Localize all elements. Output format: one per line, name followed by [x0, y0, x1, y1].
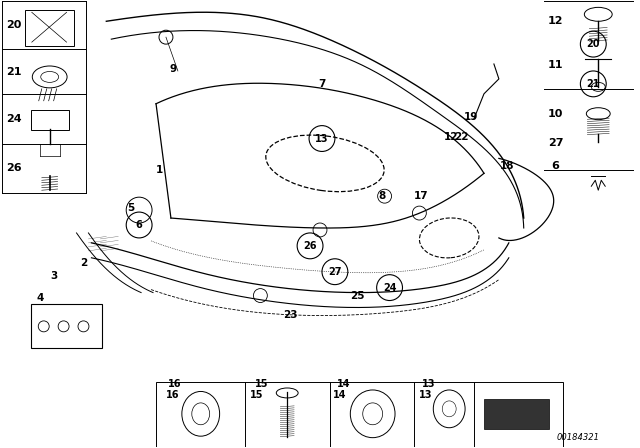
Text: 24: 24 [6, 114, 22, 124]
Text: 13: 13 [419, 390, 433, 400]
Text: 13: 13 [422, 379, 436, 389]
Text: 26: 26 [6, 164, 22, 173]
Text: 16: 16 [166, 390, 179, 400]
Bar [156, 382, 563, 447]
Text: 24: 24 [383, 283, 396, 293]
Text: 14: 14 [337, 379, 350, 389]
Text: 3: 3 [50, 271, 58, 281]
Text: 23: 23 [283, 310, 298, 320]
Text: 11: 11 [548, 60, 563, 70]
Text: 20: 20 [6, 20, 22, 30]
Text: 8: 8 [378, 191, 385, 201]
Text: 27: 27 [328, 267, 342, 277]
Text: 20: 20 [586, 39, 600, 49]
Text: 14: 14 [333, 390, 346, 400]
Text: 18: 18 [500, 161, 514, 171]
Text: 1: 1 [156, 165, 163, 175]
Text: 12: 12 [548, 16, 563, 26]
Text: 9: 9 [170, 64, 177, 74]
Text: 4: 4 [36, 293, 44, 302]
Text: 10: 10 [548, 109, 563, 119]
Text: 25: 25 [351, 291, 365, 301]
Text: 17: 17 [414, 191, 429, 201]
Text: 6: 6 [552, 161, 559, 171]
Text: 27: 27 [548, 138, 563, 147]
Text: 7: 7 [318, 79, 326, 89]
Text: 2: 2 [80, 258, 87, 268]
Text: 21: 21 [6, 67, 22, 77]
Text: 6: 6 [136, 220, 143, 230]
Text: 00184321: 00184321 [557, 433, 600, 442]
Text: 19: 19 [464, 112, 478, 122]
Text: 15: 15 [255, 379, 269, 389]
Text: 15: 15 [250, 390, 264, 400]
Text: 26: 26 [303, 241, 317, 251]
Text: 13: 13 [316, 134, 329, 143]
Text: 12: 12 [444, 132, 458, 142]
Text: 22: 22 [454, 132, 468, 142]
Text: 21: 21 [586, 79, 600, 89]
Bar [484, 399, 548, 429]
Text: 5: 5 [127, 203, 135, 213]
Text: 16: 16 [168, 379, 182, 389]
